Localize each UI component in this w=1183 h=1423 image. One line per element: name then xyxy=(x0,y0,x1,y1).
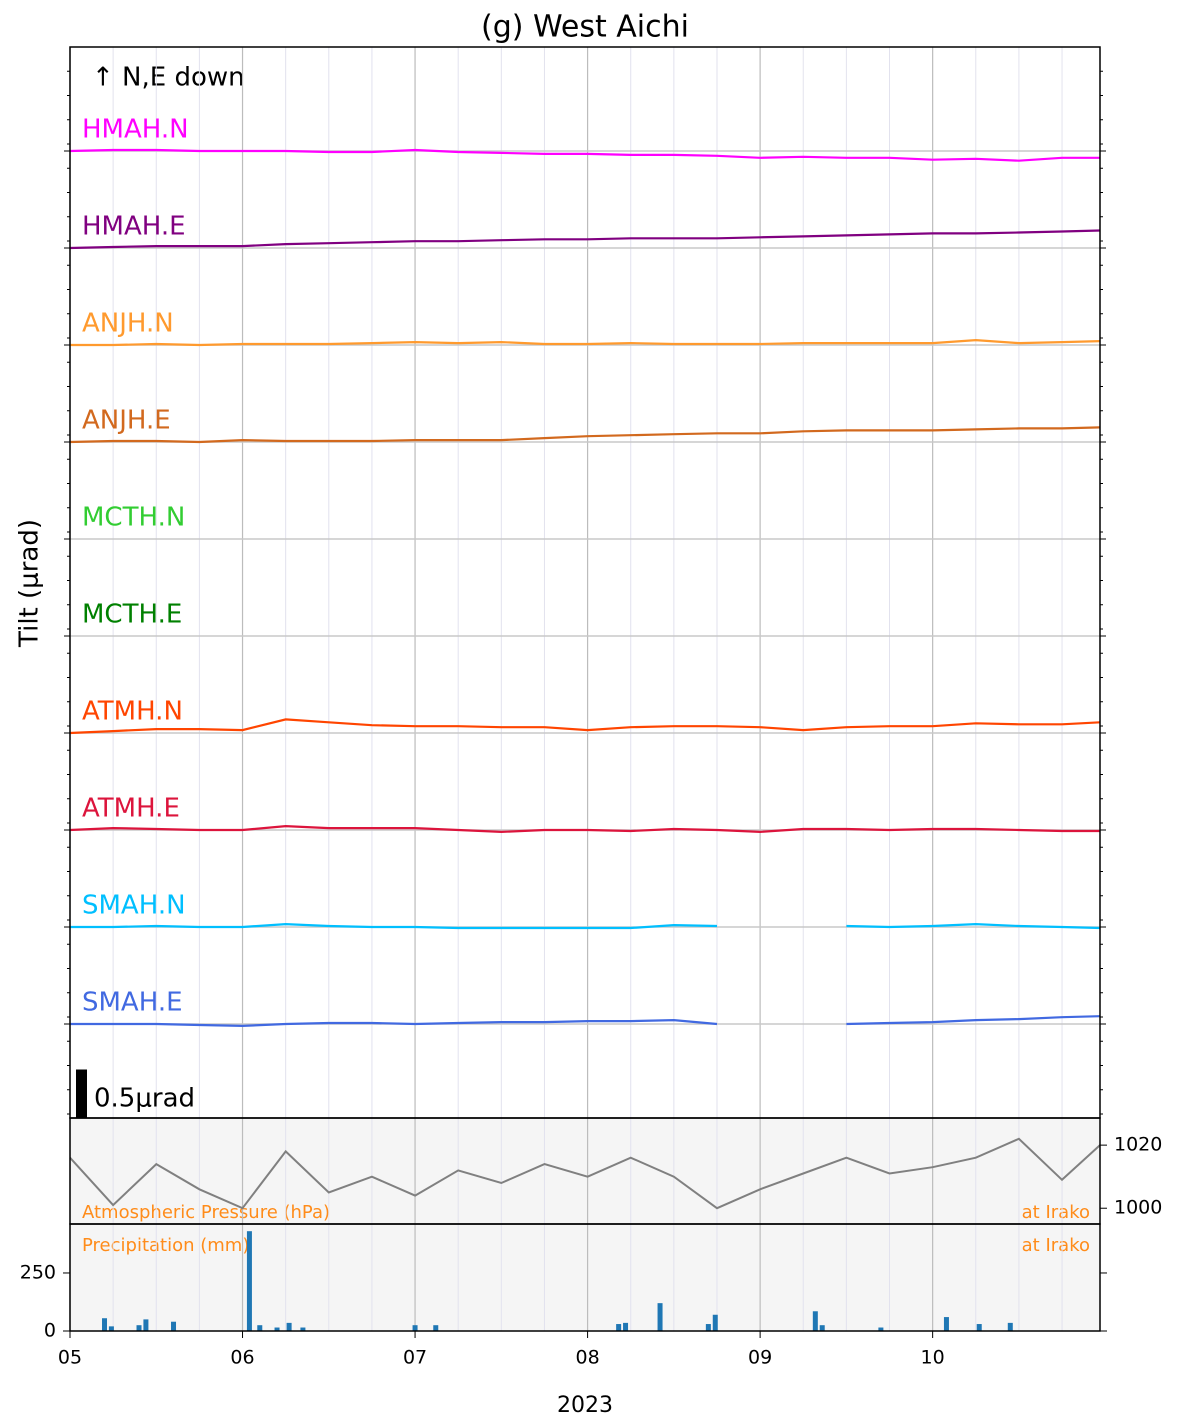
legend-label: MCTH.N xyxy=(82,503,185,533)
bar xyxy=(812,1311,818,1331)
legend-label: ANJH.N xyxy=(82,309,174,339)
chart-title: (g) West Aichi xyxy=(481,10,689,45)
bar xyxy=(616,1324,622,1331)
legend-label: HMAH.E xyxy=(82,212,186,242)
y-axis-label: Tilt (μrad) xyxy=(15,519,45,648)
bar xyxy=(878,1327,884,1331)
bar xyxy=(433,1325,439,1331)
bar xyxy=(412,1325,418,1331)
bar xyxy=(1007,1322,1013,1331)
bar xyxy=(136,1325,142,1331)
legend-label: ANJH.E xyxy=(82,406,171,436)
bar xyxy=(246,1231,252,1331)
bar xyxy=(286,1322,292,1331)
bar xyxy=(102,1318,108,1331)
x-tick-label: 07 xyxy=(403,1347,427,1369)
bar xyxy=(623,1322,629,1331)
tilt-line xyxy=(69,229,1101,250)
bar xyxy=(819,1325,825,1331)
annotation: ↑ N,E down xyxy=(92,63,245,93)
panel-location: at Irako xyxy=(1022,1202,1090,1223)
bar xyxy=(257,1325,263,1331)
bar xyxy=(943,1317,949,1331)
legend-label: ATMH.N xyxy=(82,697,183,727)
y2-tick-label: 1020 xyxy=(1114,1134,1162,1156)
grid-layer xyxy=(69,47,1063,1331)
x-tick-label: 09 xyxy=(748,1347,772,1369)
y-tick-label: 250 xyxy=(20,1261,56,1283)
bar xyxy=(976,1324,982,1331)
legend-label: ATMH.E xyxy=(82,794,180,824)
tilt-line xyxy=(69,426,1101,444)
x-tick-label: 08 xyxy=(575,1347,599,1369)
scale-bar xyxy=(76,1069,87,1118)
y2-tick-label: 1000 xyxy=(1114,1197,1162,1219)
bar xyxy=(705,1324,711,1331)
tilt-line xyxy=(69,718,1101,735)
bar xyxy=(657,1303,663,1331)
x-tick-label: 06 xyxy=(230,1347,254,1369)
panel-frame xyxy=(69,46,1101,1119)
bar xyxy=(712,1314,718,1331)
tilt-line xyxy=(70,1015,1101,1028)
bar xyxy=(171,1321,177,1331)
legend-label: SMAH.E xyxy=(82,988,183,1018)
tilt-line xyxy=(69,824,1100,834)
tilt-line xyxy=(70,338,1101,347)
panel-location: at Irako xyxy=(1022,1235,1090,1256)
x-axis-label: 2023 xyxy=(557,1393,613,1418)
panel-label: Precipitation (mm) xyxy=(82,1235,249,1256)
y-tick-label: 0 xyxy=(44,1320,56,1342)
x-tick-label: 05 xyxy=(58,1347,82,1369)
tilt-line xyxy=(69,148,1100,162)
pressure-line xyxy=(69,1137,1101,1210)
panel-label: Atmospheric Pressure (hPa) xyxy=(82,1202,330,1223)
tilt-line xyxy=(70,922,1101,930)
bar xyxy=(108,1326,114,1331)
legend-label: SMAH.N xyxy=(82,891,186,921)
legend-label: MCTH.E xyxy=(82,600,182,630)
bar xyxy=(143,1319,149,1331)
x-tick-label: 10 xyxy=(921,1347,945,1369)
bar xyxy=(300,1327,306,1331)
bar xyxy=(274,1327,280,1331)
scale-bar-label: 0.5μrad xyxy=(94,1084,195,1114)
panel-frame xyxy=(69,1223,1101,1332)
legend-label: HMAH.N xyxy=(82,115,189,145)
